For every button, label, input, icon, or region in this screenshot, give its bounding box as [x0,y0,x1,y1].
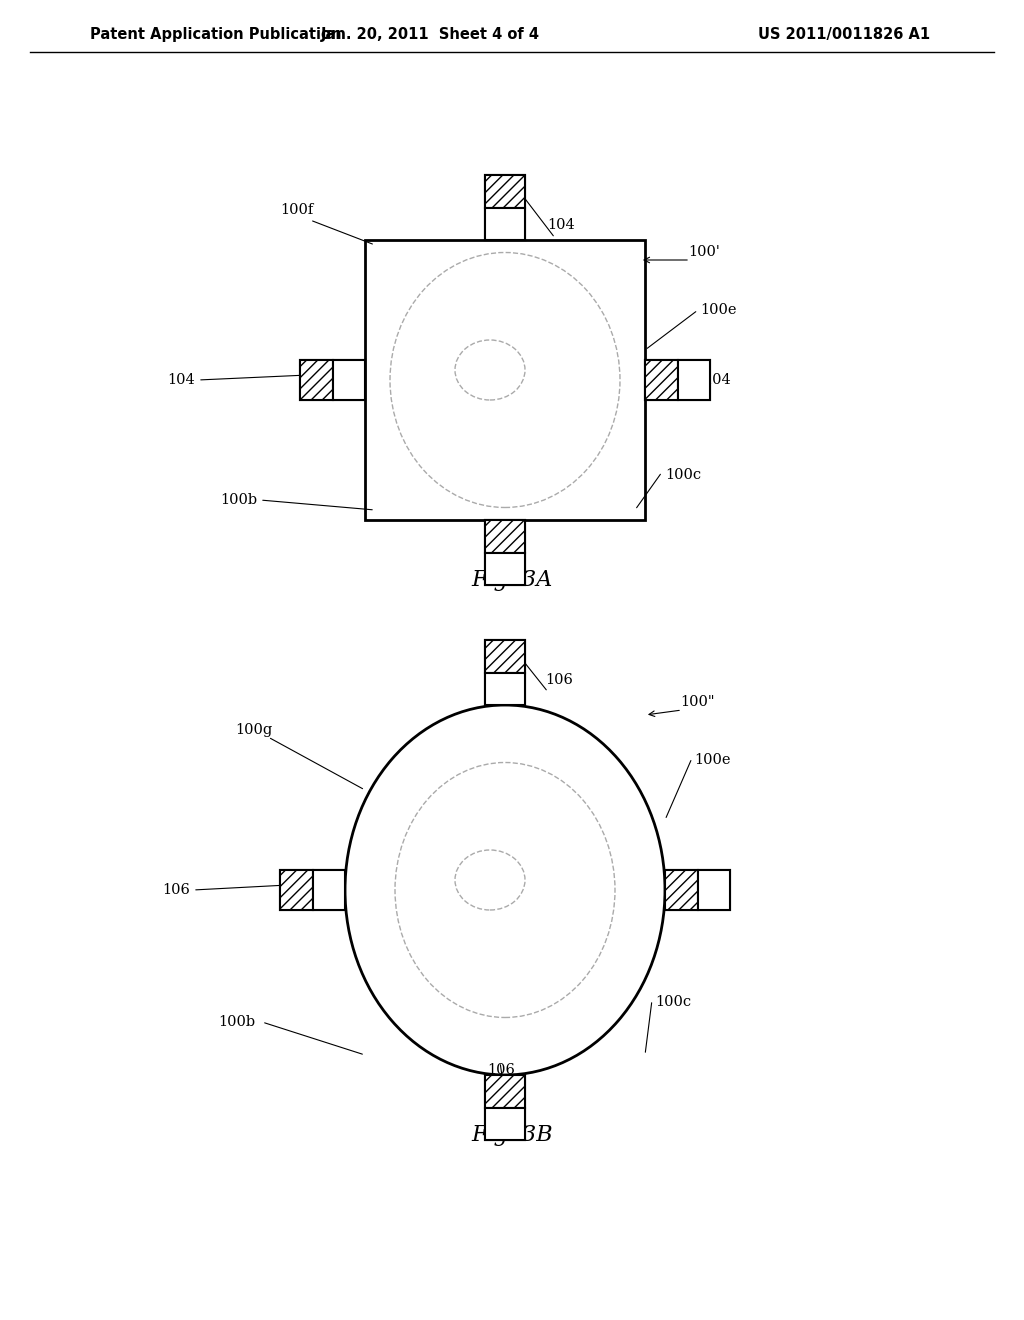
Text: 100e: 100e [694,752,730,767]
Bar [280,870,312,909]
Text: 106: 106 [700,883,728,898]
Text: 100g: 100g [234,723,272,737]
Bar [280,870,345,909]
Text: 106: 106 [487,1063,515,1077]
Bar [333,360,365,400]
Text: 100c: 100c [655,995,691,1008]
Bar [485,553,525,585]
Text: 104: 104 [167,374,195,387]
Bar [665,870,730,909]
Text: Fig. 3B: Fig. 3B [471,1125,553,1146]
Text: 100b: 100b [218,1015,255,1030]
Bar [697,870,730,909]
Bar [665,870,697,909]
Text: 100f: 100f [280,203,313,216]
Text: Jan. 20, 2011  Sheet 4 of 4: Jan. 20, 2011 Sheet 4 of 4 [321,28,540,42]
Bar [485,176,525,240]
Text: 104: 104 [703,374,731,387]
Text: 104: 104 [547,218,574,232]
Bar [312,870,345,909]
Bar [365,240,645,520]
Text: 100c: 100c [665,469,701,482]
Bar [485,520,525,585]
Text: US 2011/0011826 A1: US 2011/0011826 A1 [758,28,930,42]
Bar [645,360,710,400]
Text: 100": 100" [680,696,715,709]
Text: 106: 106 [162,883,190,898]
Bar [300,360,333,400]
Bar [485,640,525,672]
Text: 100e: 100e [700,304,736,317]
Bar [485,640,525,705]
Text: Fig. 3A: Fig. 3A [471,569,553,591]
Bar [485,1074,525,1107]
Text: Patent Application Publication: Patent Application Publication [90,28,341,42]
Bar [485,520,525,553]
Bar [300,360,365,400]
Bar [485,1107,525,1140]
Bar [645,360,678,400]
Text: 104: 104 [490,523,518,537]
Text: 100b: 100b [220,492,257,507]
Bar [678,360,710,400]
Bar [485,1074,525,1140]
Text: 106: 106 [545,673,572,686]
Bar [485,672,525,705]
Bar [485,207,525,240]
Bar [485,176,525,207]
Text: 100': 100' [688,246,720,259]
